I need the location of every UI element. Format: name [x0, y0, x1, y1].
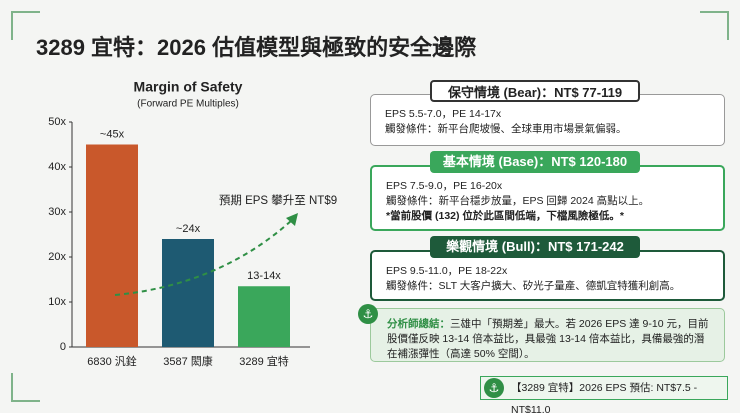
y-tick-label: 30x — [48, 206, 66, 218]
page-title: 3289 宜特：2026 估值模型與極致的安全邊際 — [36, 35, 477, 60]
y-tick-label: 0 — [60, 341, 66, 353]
y-tick-label: 20x — [48, 251, 66, 263]
data-label: ~24x — [176, 223, 201, 235]
scenario-line: EPS 5.5-7.0，PE 14-17x — [385, 108, 502, 120]
scenario-header: 基本情境 (Base)：NT$ 120-180 — [430, 151, 640, 173]
bar — [162, 239, 214, 347]
anchor-icon: ⚓ — [358, 304, 378, 324]
scenario-line: EPS 7.5-9.0，PE 16-20x — [386, 180, 503, 192]
scenario-line: 觸發條件：SLT 大客户擴大、矽光子量產、德凱宜特獲利創高。 — [386, 280, 681, 292]
scenario-body: EPS 7.5-9.0，PE 16-20x 觸發條件：新平台穩步放量，EPS 回歸… — [370, 165, 725, 231]
anchor-icon: ⚓ — [484, 378, 504, 398]
scenario-line: 觸發條件：新平台爬坡慢、全球車用市場景氣偏弱。 — [385, 123, 627, 135]
arrow-head — [286, 213, 298, 226]
y-tick-label: 10x — [48, 296, 66, 308]
chart-subtitle: (Forward PE Multiples) — [137, 99, 239, 110]
annotation: 預期 EPS 攀升至 NT$9 — [219, 194, 337, 207]
scenario-line: 觸發條件：新平台穩步放量，EPS 回歸 2024 高點以上。 — [386, 195, 650, 207]
data-label: 13-14x — [247, 270, 281, 282]
data-label: ~45x — [100, 128, 125, 140]
footer: 【3289 宜特】2026 EPS 預估: NT$7.5 - NT$11.0 — [480, 376, 728, 413]
scenario-body: EPS 9.5-11.0，PE 18-22x 觸發條件：SLT 大客户擴大、矽光子… — [370, 250, 725, 301]
scenario-line: *當前股價 (132) 位於此區間低端，下檔風險極低。* — [386, 210, 625, 222]
bar — [238, 286, 290, 347]
footer-text: 【3289 宜特】2026 EPS 預估: NT$7.5 - NT$11.0 — [511, 382, 698, 413]
summary: 分析師總結：三雄中「預期差」最大。若 2026 EPS 達 9-10 元，目前股… — [370, 308, 725, 362]
chart: Margin of Safety (Forward PE Multiples) … — [48, 79, 337, 368]
y-tick-label: 50x — [48, 116, 66, 128]
scenario-body: EPS 5.5-7.0，PE 14-17x 觸發條件：新平台爬坡慢、全球車用市場景… — [370, 94, 725, 146]
x-tick-label: 3289 宜特 — [239, 354, 289, 368]
summary-label: 分析師總結： — [387, 318, 450, 330]
chart-title: Margin of Safety — [134, 79, 243, 95]
summary-text: 三雄中「預期差」最大。若 2026 EPS 達 9-10 元，目前股價僅反映 1… — [387, 318, 709, 360]
scenario-header: 保守情境 (Bear)：NT$ 77-119 — [430, 80, 640, 102]
y-tick-label: 40x — [48, 161, 66, 173]
scenario-header: 樂觀情境 (Bull)：NT$ 171-242 — [430, 236, 640, 258]
bar — [86, 144, 138, 347]
x-tick-label: 3587 閎康 — [163, 354, 213, 368]
x-tick-label: 6830 汎銓 — [87, 354, 137, 368]
trend-arrow — [114, 219, 293, 296]
scenario-line: EPS 9.5-11.0，PE 18-22x — [386, 265, 508, 277]
